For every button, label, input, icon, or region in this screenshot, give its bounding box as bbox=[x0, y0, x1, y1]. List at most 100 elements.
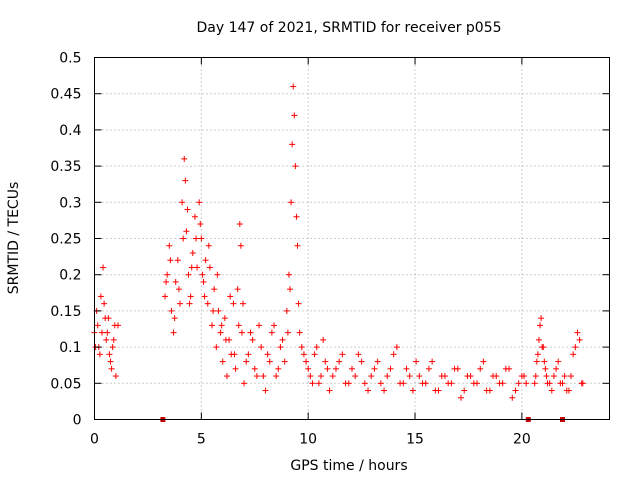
data-point bbox=[521, 373, 528, 380]
y-tick-label: 0 bbox=[73, 413, 82, 429]
data-point bbox=[358, 358, 365, 365]
data-point bbox=[196, 199, 203, 206]
data-point bbox=[322, 358, 329, 365]
data-point bbox=[186, 300, 193, 307]
data-point bbox=[200, 278, 207, 285]
data-point bbox=[106, 351, 113, 358]
data-point bbox=[100, 264, 107, 271]
data-point bbox=[262, 387, 269, 394]
data-point bbox=[413, 358, 420, 365]
data-point bbox=[285, 271, 292, 278]
data-point bbox=[209, 322, 216, 329]
data-point bbox=[490, 373, 497, 380]
data-point bbox=[309, 380, 316, 387]
data-point bbox=[502, 365, 509, 372]
data-point bbox=[163, 278, 170, 285]
data-point bbox=[187, 293, 194, 300]
y-tick-label: 0.4 bbox=[59, 123, 81, 139]
data-point bbox=[258, 344, 265, 351]
data-point bbox=[213, 344, 220, 351]
data-point bbox=[231, 351, 238, 358]
data-point bbox=[305, 365, 312, 372]
data-point bbox=[451, 365, 458, 372]
data-point bbox=[202, 257, 209, 264]
data-point bbox=[352, 373, 359, 380]
data-point bbox=[97, 293, 104, 300]
data-point bbox=[109, 344, 116, 351]
data-point bbox=[230, 300, 237, 307]
data-point bbox=[387, 365, 394, 372]
data-point bbox=[572, 344, 579, 351]
data-point bbox=[167, 257, 174, 264]
data-point bbox=[217, 329, 224, 336]
data-point bbox=[403, 365, 410, 372]
data-point bbox=[550, 373, 557, 380]
data-point bbox=[409, 387, 416, 394]
data-point bbox=[107, 358, 114, 365]
data-point bbox=[235, 322, 242, 329]
data-point bbox=[438, 373, 445, 380]
data-point bbox=[336, 358, 343, 365]
data-point bbox=[377, 380, 384, 387]
data-point bbox=[264, 351, 271, 358]
data-point bbox=[210, 307, 217, 314]
data-point bbox=[300, 351, 307, 358]
data-point bbox=[464, 373, 471, 380]
data-point bbox=[461, 387, 468, 394]
data-point bbox=[194, 264, 201, 271]
data-point bbox=[98, 329, 105, 336]
data-point bbox=[172, 278, 179, 285]
data-point bbox=[542, 365, 549, 372]
data-point bbox=[509, 394, 516, 401]
data-point bbox=[368, 373, 375, 380]
data-point bbox=[371, 365, 378, 372]
data-point bbox=[384, 373, 391, 380]
data-point bbox=[237, 242, 244, 249]
data-point bbox=[307, 373, 314, 380]
data-point bbox=[211, 286, 218, 293]
data-point bbox=[199, 271, 206, 278]
data-point bbox=[266, 358, 273, 365]
data-point bbox=[238, 329, 245, 336]
data-point bbox=[182, 177, 189, 184]
data-point bbox=[523, 380, 530, 387]
axis-ticks: 0 0.05 0.1 0.15 0.2 0.25 0.3 0.35 0.4 0.45 0.5 0 5 10… bbox=[50, 51, 610, 448]
data-point bbox=[174, 257, 181, 264]
data-point bbox=[555, 358, 562, 365]
data-point bbox=[320, 336, 327, 343]
y-tick-label: 0.3 bbox=[59, 195, 81, 211]
data-point bbox=[400, 380, 407, 387]
data-point bbox=[273, 373, 280, 380]
data-point bbox=[281, 358, 288, 365]
data-point bbox=[477, 365, 484, 372]
data-point bbox=[110, 336, 117, 343]
data-point bbox=[268, 329, 275, 336]
data-point bbox=[247, 329, 254, 336]
data-point bbox=[563, 387, 570, 394]
data-point bbox=[168, 307, 175, 314]
data-point bbox=[277, 344, 284, 351]
x-tick-label: 20 bbox=[513, 432, 531, 448]
data-point bbox=[205, 242, 212, 249]
data-point bbox=[184, 206, 191, 213]
data-point bbox=[218, 322, 225, 329]
data-point bbox=[112, 373, 119, 380]
data-point bbox=[204, 300, 211, 307]
data-point bbox=[180, 235, 187, 242]
data-point bbox=[206, 264, 213, 271]
chart-title: Day 147 of 2021, SRMTID for receiver p05… bbox=[196, 20, 501, 36]
data-point bbox=[561, 373, 568, 380]
data-point bbox=[416, 373, 423, 380]
data-point bbox=[568, 373, 575, 380]
data-point bbox=[294, 242, 301, 249]
data-point bbox=[111, 322, 118, 329]
data-point bbox=[574, 329, 581, 336]
data-point bbox=[339, 351, 346, 358]
data-point bbox=[470, 380, 477, 387]
y-tick-label: 0.35 bbox=[50, 159, 81, 175]
data-point bbox=[249, 336, 256, 343]
data-point bbox=[406, 373, 413, 380]
data-point bbox=[215, 307, 222, 314]
data-point bbox=[279, 336, 286, 343]
data-point bbox=[390, 351, 397, 358]
